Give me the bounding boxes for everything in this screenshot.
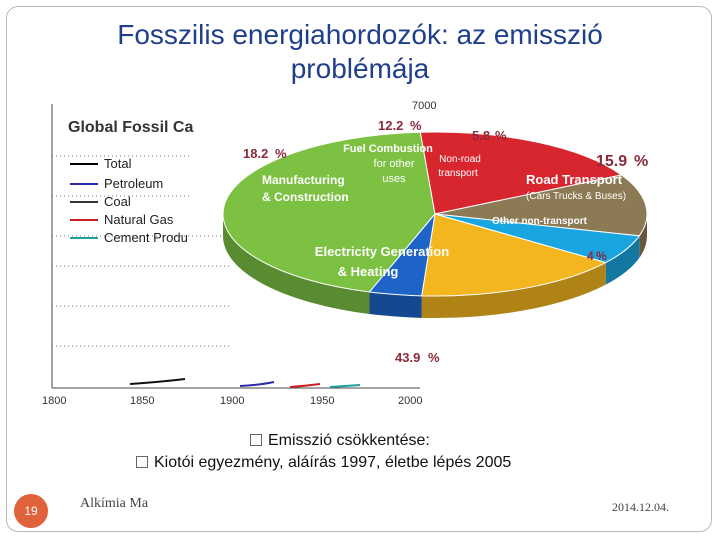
x-tick-1950: 1950	[310, 395, 334, 407]
background-chart-legend: Total Petroleum Coal Natural Gas Cement …	[70, 156, 188, 245]
label-electricity: Electricity Generation	[315, 244, 449, 259]
pct-sign-4: %	[275, 146, 287, 161]
label-other-non-transport: Other non-transport	[492, 216, 588, 227]
label-manufacturing: Manufacturing	[262, 173, 345, 187]
background-chart-top-label: 7000	[412, 100, 436, 112]
bullet-kyoto: Kiotói egyezmény, aláírás 1997, életbe l…	[136, 454, 511, 472]
curve-cement	[329, 384, 361, 388]
legend-petroleum: Petroleum	[104, 176, 163, 191]
curve-total	[129, 378, 186, 385]
pct-sign-6: %	[428, 350, 440, 365]
page-number-badge: 19	[14, 494, 48, 528]
pie-slice-0	[222, 131, 436, 293]
bullet-box-icon	[250, 434, 262, 446]
label-non-road: Non-road	[439, 154, 481, 165]
slide-frame	[6, 6, 712, 532]
pie-slice-4	[421, 213, 608, 297]
x-tick-2000: 2000	[398, 395, 422, 407]
legend-cement: Cement Produ	[104, 230, 188, 245]
label-pct-road: 15.9	[596, 153, 627, 170]
bullet-text-2: Kiotói egyezmény, aláírás 1997, életbe l…	[154, 454, 512, 471]
emissions-figure: Global Fossil Ca 7000 Total Petroleum Co…	[42, 100, 670, 407]
label-cars-trucks: (Cars Trucks & Buses)	[526, 191, 626, 202]
x-tick-1800: 1800	[42, 395, 66, 407]
pie-slice-5	[368, 212, 436, 297]
pct-sign-5: %	[596, 249, 607, 263]
bullet-text-1: Emisszió csökkentése:	[268, 432, 430, 449]
legend-total: Total	[104, 156, 132, 171]
label-pct-manufacturing: 18.2	[243, 146, 268, 161]
footer-date: 2014.12.04.	[612, 500, 669, 514]
label-construction: & Construction	[262, 190, 349, 204]
bullet-emission-reduction: Emisszió csökkentése:	[250, 432, 430, 450]
bullet-box-icon	[136, 456, 148, 468]
x-tick-1900: 1900	[220, 395, 244, 407]
pct-sign-1: %	[410, 118, 422, 133]
title-line-1: Fosszilis energiahordozók: az emisszió	[117, 19, 603, 50]
x-tick-1850: 1850	[130, 395, 154, 407]
slide-title: Fosszilis energiahordozók: az emisszió p…	[60, 18, 660, 86]
curve-gas	[289, 383, 321, 388]
pie-side-5	[369, 291, 422, 318]
label-pct-fuel: 12.2	[378, 118, 403, 133]
pct-sign-3: %	[634, 153, 648, 170]
pie-side-3	[605, 235, 640, 285]
title-line-2: problémája	[290, 53, 430, 84]
pie-labels: 12.2 5.8 15.9 18.2 4 43.9 % % % % % % El…	[243, 118, 648, 365]
label-fuel-combustion: Fuel Combustion	[343, 143, 433, 155]
background-chart-title: Global Fossil Ca	[68, 119, 193, 136]
label-pct-nonroad: 5.8	[472, 128, 490, 143]
label-transport: transport	[438, 168, 478, 179]
pie-side-0	[223, 214, 370, 314]
pie-slice-1	[419, 131, 623, 215]
label-road-transport: Road Transport	[526, 172, 623, 187]
curve-petroleum	[239, 381, 275, 387]
label-for-other: for other	[374, 158, 415, 170]
pie-slice-2	[434, 174, 648, 237]
emission-pie-chart	[222, 131, 648, 318]
pct-sign-2: %	[495, 128, 507, 143]
legend-coal: Coal	[104, 194, 131, 209]
page-number: 19	[24, 504, 38, 518]
footer-left-text: Alkímia Ma	[80, 496, 149, 511]
pie-side-2	[639, 214, 647, 258]
legend-natural-gas: Natural Gas	[104, 212, 174, 227]
label-uses: uses	[382, 173, 406, 185]
label-pct-other: 4	[587, 249, 594, 263]
label-pct-electricity: 43.9	[395, 350, 420, 365]
label-heating: & Heating	[338, 264, 399, 279]
